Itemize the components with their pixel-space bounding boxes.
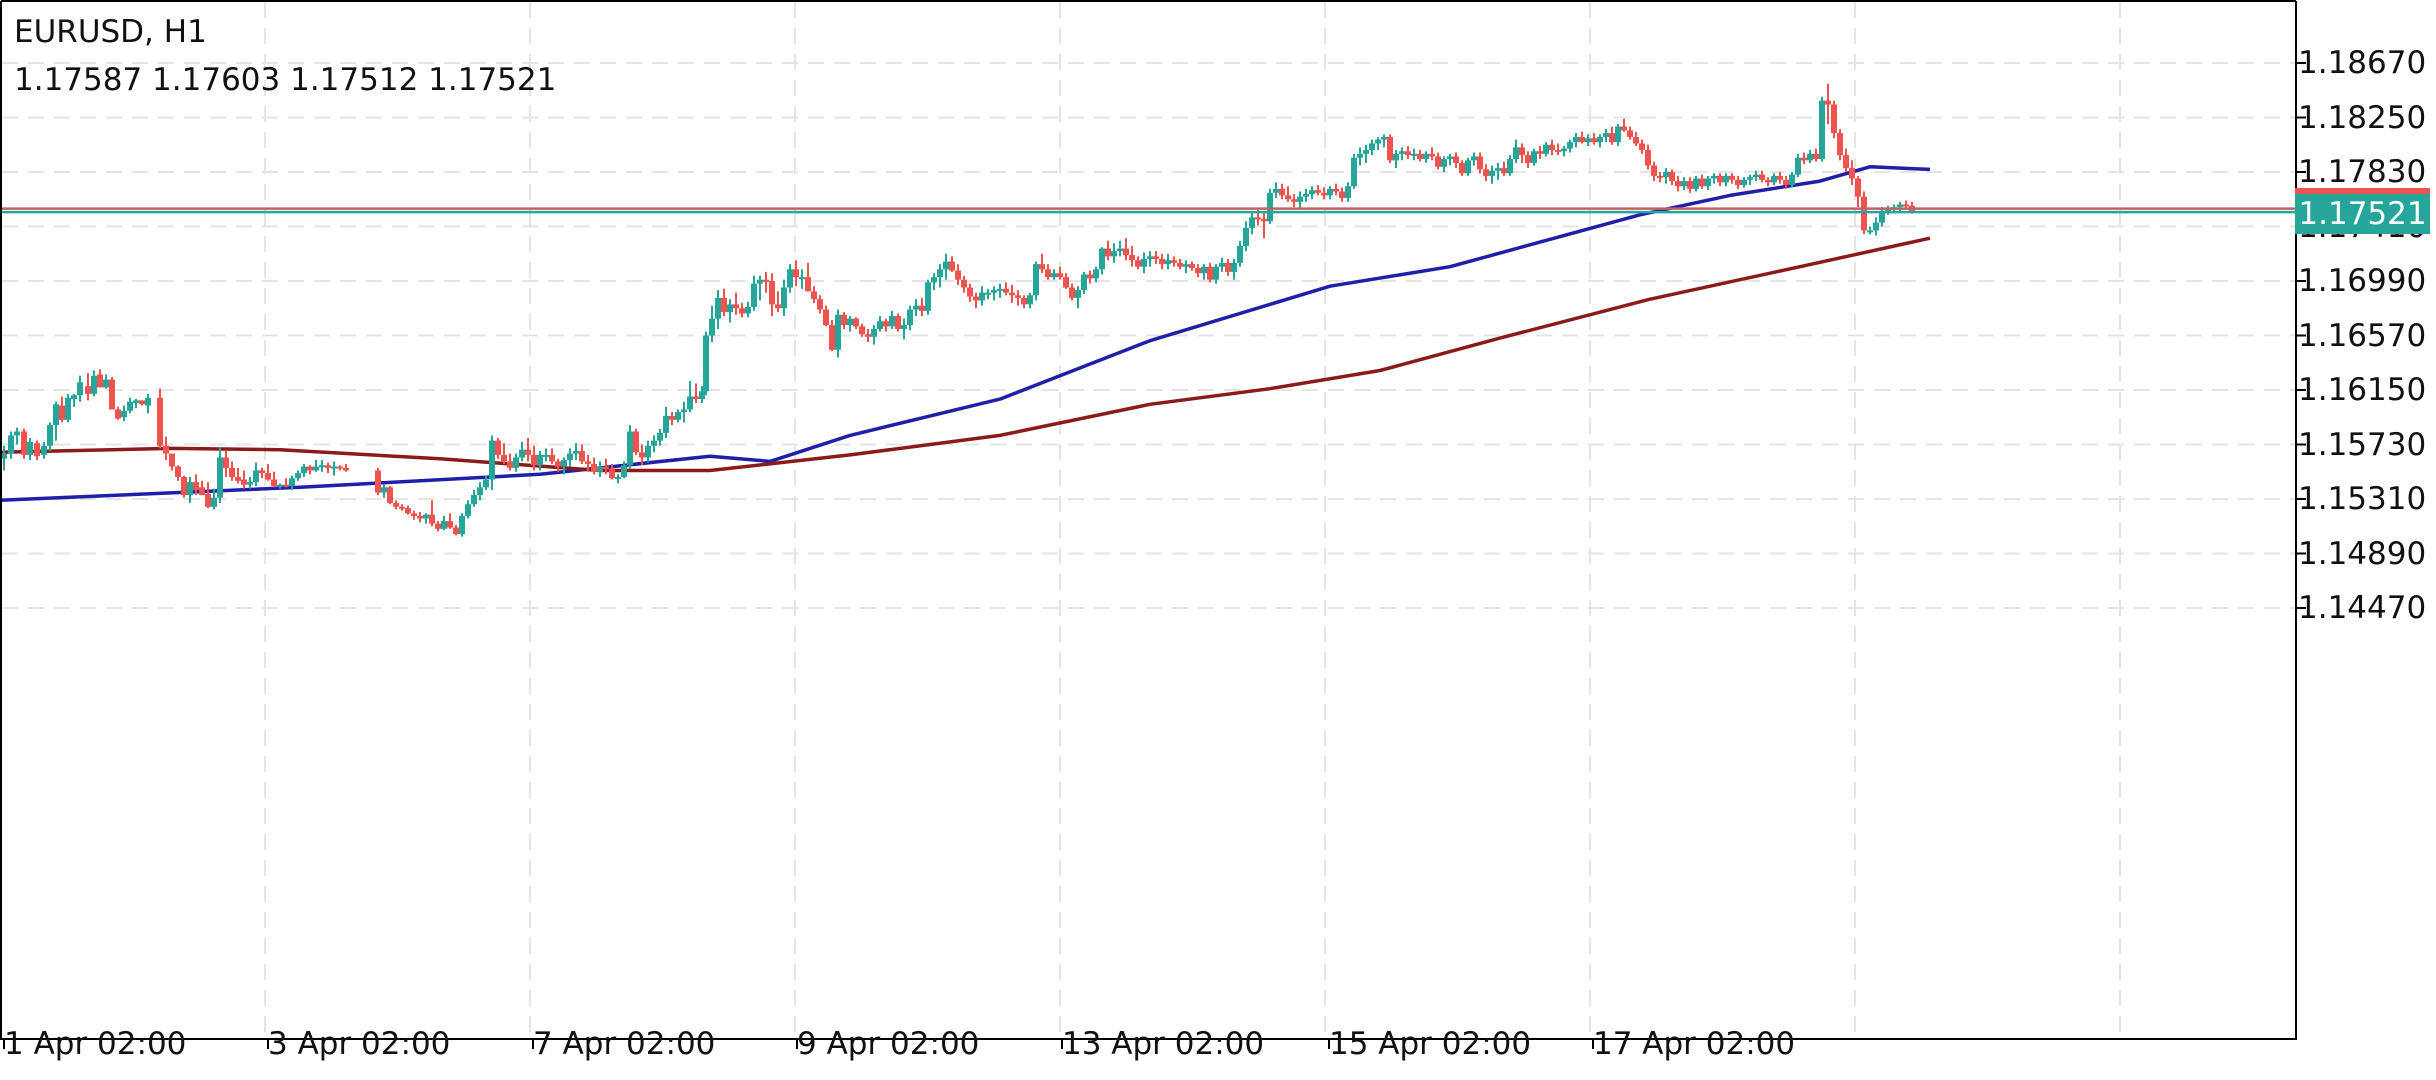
- y-tick-label: 1.16570: [2298, 317, 2427, 354]
- x-tick-label: 9 Apr 02:00: [797, 1026, 980, 1062]
- x-tick-label: 15 Apr 02:00: [1329, 1026, 1532, 1062]
- y-tick-label: 1.16150: [2298, 372, 2427, 408]
- y-tick-label: 1.17830: [2298, 154, 2427, 190]
- y-tick-label: 1.14470: [2298, 590, 2427, 626]
- moving-averages: [0, 165, 1931, 503]
- x-tick-label: 13 Apr 02:00: [1062, 1026, 1265, 1062]
- candles: [1, 83, 1915, 537]
- current-price-tag: 1.17521: [2295, 194, 2430, 235]
- y-tick-label: 1.15310: [2298, 481, 2427, 517]
- x-tick-label: 1 Apr 02:00: [4, 1026, 187, 1062]
- grid-lines: [0, 2, 2306, 1049]
- axes: [0, 0, 2297, 1040]
- ask-price-marker: [2295, 188, 2430, 195]
- ma-slow-line: [0, 236, 1931, 473]
- y-tick-label: 1.14890: [2298, 535, 2427, 572]
- chart-symbol-title: EURUSD, H1: [14, 14, 207, 50]
- y-tick-label: 1.16990: [2298, 263, 2427, 299]
- x-tick-label: 17 Apr 02:00: [1593, 1026, 1796, 1062]
- x-tick-label: 7 Apr 02:00: [533, 1026, 716, 1062]
- y-tick-label: 1.15730: [2298, 426, 2427, 463]
- ohlc-values: 1.17587 1.17603 1.17512 1.17521: [14, 62, 557, 98]
- bid-ask-lines: [0, 207, 2296, 214]
- y-tick-label: 1.18250: [2298, 99, 2427, 136]
- x-tick-label: 3 Apr 02:00: [268, 1026, 451, 1062]
- y-tick-label: 1.18670: [2298, 45, 2427, 81]
